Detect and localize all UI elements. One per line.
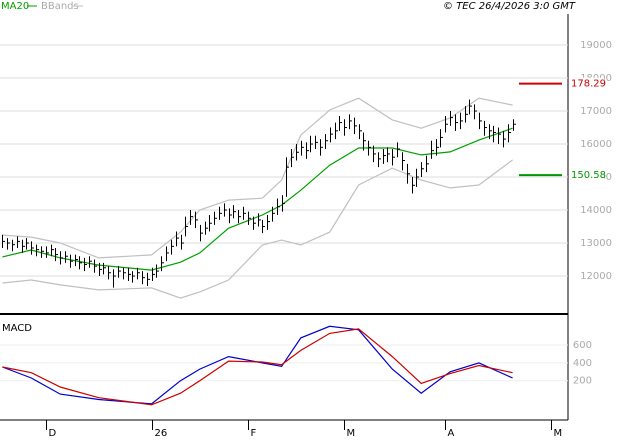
bband-upper bbox=[2, 97, 513, 259]
y-tick-label: 19000 bbox=[580, 40, 612, 51]
macd-line bbox=[2, 328, 513, 406]
bband-lower bbox=[2, 159, 513, 299]
panel-title: MACD bbox=[2, 323, 32, 334]
y-tick-label: 200 bbox=[573, 376, 592, 387]
x-tick-label: M bbox=[347, 428, 356, 439]
y-tick-label: 600 bbox=[573, 340, 592, 351]
ma-line bbox=[2, 127, 513, 271]
legend-label: BBands bbox=[41, 1, 79, 12]
level-label-bg bbox=[570, 169, 604, 182]
x-tick-label: 26 bbox=[155, 428, 168, 439]
y-tick-label: 14000 bbox=[580, 205, 612, 216]
level-label: 150.58 bbox=[571, 170, 606, 181]
level-label-bg bbox=[570, 77, 604, 90]
legend-label: MA20 bbox=[1, 1, 29, 12]
y-tick-label: 16000 bbox=[580, 139, 612, 150]
x-tick-label: A bbox=[448, 428, 455, 439]
x-tick-label: M bbox=[554, 428, 563, 439]
level-label: 178.29 bbox=[571, 79, 606, 90]
macd-line bbox=[2, 325, 513, 405]
x-tick-label: F bbox=[251, 428, 257, 439]
attribution: © TEC 26/4/2026 3:0 GMT bbox=[443, 1, 576, 12]
x-tick-label: D bbox=[49, 428, 57, 439]
y-tick-label: 12000 bbox=[580, 271, 612, 282]
y-tick-label: 17000 bbox=[580, 106, 612, 117]
y-tick-label: 400 bbox=[573, 358, 592, 369]
y-tick-label: 13000 bbox=[580, 238, 612, 249]
